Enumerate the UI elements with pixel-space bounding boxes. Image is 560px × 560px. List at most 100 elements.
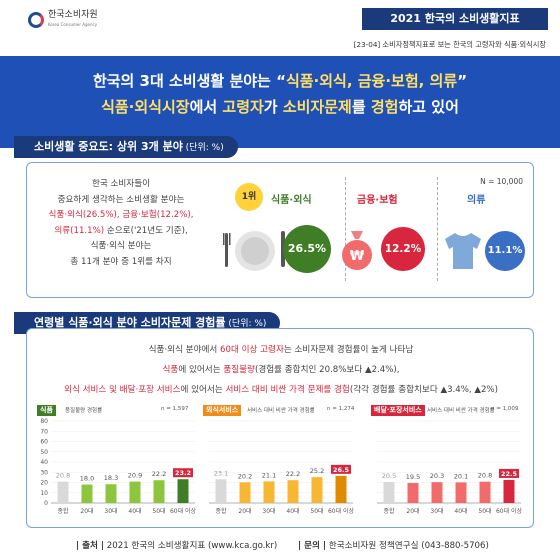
chart-2-bar	[335, 475, 347, 503]
chart-3-bar	[479, 481, 491, 503]
chart-2-category-label: 60대 이상	[328, 507, 355, 515]
chart-2-category-label: 종합	[215, 507, 227, 515]
sample-size-note: N = 10,000	[480, 177, 523, 186]
chart-3-value-label: 19.5	[406, 473, 420, 481]
chart-3-tag: 배달·포장서비스	[371, 405, 425, 416]
chart-3-category-label: 30대	[430, 507, 443, 515]
plate-icon	[223, 231, 285, 271]
section-1-header: 소비생활 중요도: 상위 3개 분야 (단위: %)	[0, 136, 560, 158]
chart-3-title: 서비스 대비 비싼 가격 경험률	[427, 408, 495, 414]
chart-1-ytick: 10	[40, 490, 48, 497]
chart-3-category-label: 40대	[454, 507, 467, 515]
chart-2-value-label: 20.2	[238, 472, 252, 480]
svg-text:₩: ₩	[350, 249, 365, 264]
chart-3-bar	[407, 483, 419, 503]
chart-3-value-label: 20.1	[454, 472, 468, 480]
chart-3-highlight-label-bg	[499, 468, 519, 478]
rank-badge: 1위	[235, 183, 263, 211]
chart-1-value-label: 18.0	[80, 475, 94, 483]
experience-line-3: 외식 서비스 및 배달·포장 서비스에 있어서는 서비스 대비 비싼 가격 문제…	[64, 385, 498, 395]
chart-2-n: n = 1,274	[327, 406, 355, 412]
chart-1-bar	[57, 481, 69, 503]
chart-1-value-label: 20.9	[128, 472, 142, 480]
tshirt-icon	[445, 233, 481, 269]
category-label-clothing: 의류	[467, 195, 486, 206]
chart-3-bar	[383, 481, 395, 503]
chart-1-bar	[153, 480, 165, 503]
footer-source: | 출처 | 2021 한국의 소비생활지표 (www.kca.go.kr)	[76, 541, 278, 551]
chart-1-tag: 식품	[37, 405, 56, 416]
chart-1-highlight-label-bg	[173, 468, 193, 478]
experience-charts: 0 10 20 30 40 50 60 70 80 20.8 종합 18.0 20대 18.3 30대 20.…	[40, 418, 523, 515]
chart-2-category-label: 50대	[310, 507, 323, 515]
chart-1-ytick: 20	[40, 480, 48, 487]
chart-1-ytick: 50	[40, 449, 48, 456]
chart-1-value-label: 23.2	[175, 469, 191, 477]
chart-1-value-label: 18.3	[104, 474, 118, 482]
chart-3-category-label: 20대	[406, 507, 419, 515]
chart-1-category-label: 30대	[104, 507, 117, 515]
chart-1-bar	[177, 479, 189, 503]
chart-2-highlight-label-bg	[331, 464, 351, 474]
chart-3-bar	[503, 479, 515, 503]
chart-2-category-label: 40대	[286, 507, 299, 515]
chart-2-bar	[263, 481, 275, 503]
chart-2-value-label: 21.1	[262, 471, 276, 479]
footer: | 출처 | 2021 한국의 소비생활지표 (www.kca.go.kr) |…	[0, 532, 560, 560]
logo-subtext: Korea Consumer Agency	[48, 22, 98, 27]
hero-banner: 한국의 3대 소비생활 분야는 “식품·외식, 금융·보험, 의류” 식품·외식…	[0, 56, 560, 148]
chart-2-title: 서비스 대비 비싼 가격 경험률	[247, 408, 315, 414]
chart-2-tag: 외식서비스	[203, 405, 242, 416]
section-2-title: 연령별 식품·외식 분야 소비자문제 경험률	[34, 316, 226, 329]
importance-panel: 한국 소비자들이 중요하게 생각하는 소비생활 분야는 식품·외식(26.5%)…	[26, 162, 534, 298]
chart-3-category-label: 종합	[383, 507, 395, 515]
logo-text: 한국소비자원	[48, 10, 98, 20]
chart-1-n: n = 1,597	[161, 406, 189, 412]
importance-summary: 한국 소비자들이 중요하게 생각하는 소비생활 분야는 식품·외식(26.5%)…	[48, 179, 194, 267]
chart-3-value-label: 20.8	[478, 472, 492, 480]
category-label-food: 식품·외식	[271, 195, 312, 206]
section-1-title: 소비생활 중요도: 상위 3개 분야	[34, 140, 183, 153]
chart-3-bar	[455, 482, 467, 503]
chart-1-bar	[81, 484, 93, 503]
chart-2-value-label: 22.2	[286, 470, 300, 478]
chart-1-title: 품질불량 경험률	[65, 408, 103, 414]
hero-line-2: 식품·외식시장에서 고령자가 소비자문제를 경험하고 있어	[101, 98, 459, 116]
chart-2-bar	[287, 480, 299, 503]
chart-1-ytick: 40	[40, 459, 48, 466]
chart-3-value-label: 22.5	[501, 470, 518, 478]
report-title: 2021 한국의 소비생활지표	[362, 8, 548, 30]
chart-1-value-label: 22.2	[152, 470, 166, 478]
category-label-finance: 금융·보험	[357, 195, 398, 206]
chart-1-category-label: 20대	[80, 507, 93, 515]
chart-2-value-label: 26.5	[333, 466, 350, 474]
section-1-unit: (단위: %)	[182, 143, 224, 153]
report-subtitle: [23-04] 소비자정책지표로 보는 한국의 고령자와 식품·외식시장	[353, 40, 546, 49]
chart-1-category-label: 종합	[57, 507, 69, 515]
chart-3-category-label: 50대	[478, 507, 491, 515]
section-2-unit: (단위: %)	[225, 319, 267, 329]
chart-3-n: n = 1,009	[491, 406, 519, 412]
experience-line-1: 식품·외식 분야에서 60대 이상 고령자는 소비자문제 경험률이 높게 나타남	[148, 345, 414, 355]
chart-3-value-label: 20.5	[382, 472, 396, 480]
chart-3-bar	[431, 482, 443, 503]
footer-contact: | 문의 | 한국소비자원 정책연구실 (043-880-5706)	[298, 541, 489, 551]
chart-2-value-label: 25.2	[310, 467, 324, 475]
chart-3-value-label: 20.3	[430, 472, 444, 480]
experience-panel: 식품·외식 분야에서 60대 이상 고령자는 소비자문제 경험률이 높게 나타남…	[26, 328, 534, 528]
chart-1-category-label: 50대	[152, 507, 165, 515]
header: 한국소비자원 Korea Consumer Agency 2021 한국의 소비…	[0, 0, 560, 52]
finance-share-circle: 12.2%	[381, 227, 425, 271]
chart-2-bar	[215, 479, 227, 503]
logo: 한국소비자원 Korea Consumer Agency	[28, 10, 98, 30]
chart-1-bar	[105, 484, 117, 503]
logo-icon	[28, 12, 44, 28]
food-share-circle: 26.5%	[283, 225, 331, 273]
chart-1-bar	[129, 481, 141, 503]
chart-1-category-label: 60대 이상	[170, 507, 197, 515]
chart-1-ytick: 70	[40, 428, 48, 435]
hero-line-1: 한국의 3대 소비생활 분야는 “식품·외식, 금융·보험, 의류”	[92, 72, 468, 90]
chart-3-category-label: 60대 이상	[496, 507, 523, 515]
chart-1-ytick: 30	[40, 469, 48, 476]
chart-2-bar	[239, 482, 251, 503]
